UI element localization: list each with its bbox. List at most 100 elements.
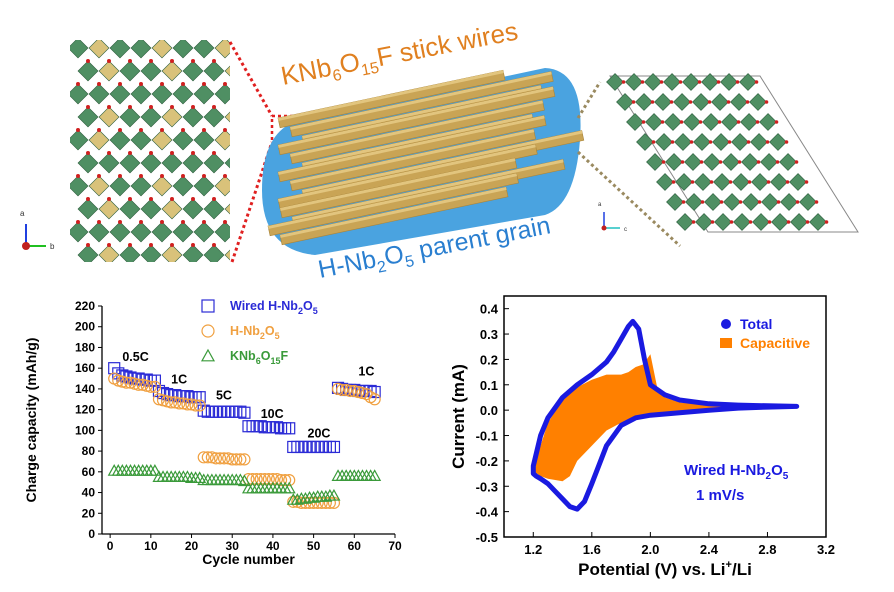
cv-chart-y-tick-label: -0.3 xyxy=(476,479,498,494)
oxygen-atom xyxy=(710,220,715,224)
oxygen-atom xyxy=(76,82,80,86)
oxygen-atom xyxy=(805,220,810,224)
oxygen-atom xyxy=(767,220,772,224)
data-point-circle xyxy=(173,397,186,410)
stick-wire xyxy=(277,115,547,183)
cv-chart-x-tick-label: 2.0 xyxy=(641,542,659,557)
oxygen-atom xyxy=(86,59,90,63)
data-point-circle xyxy=(226,453,239,466)
oxygen-atom xyxy=(729,220,734,224)
polyhedron xyxy=(70,221,89,243)
polyhedron xyxy=(109,129,131,151)
polyhedron xyxy=(140,106,162,128)
legend-label-capacitive: Capacitive xyxy=(740,335,810,351)
polyhedron xyxy=(151,40,173,59)
polyhedron xyxy=(664,113,682,131)
data-point-square xyxy=(266,421,280,434)
polyhedron xyxy=(780,193,798,211)
polyhedron xyxy=(730,93,748,111)
polyhedron xyxy=(130,83,152,105)
stick-wire xyxy=(277,143,538,210)
oxygen-atom xyxy=(149,105,153,109)
polyhedron xyxy=(161,60,183,82)
data-point-square xyxy=(327,440,341,454)
rate-chart-y-tick-label: 0 xyxy=(88,527,95,541)
data-point-circle xyxy=(197,451,210,464)
oxygen-atom xyxy=(640,80,645,84)
oxygen-atom xyxy=(738,200,743,204)
polyhedron xyxy=(88,40,110,59)
polyhedron xyxy=(119,244,141,262)
cv-chart-y-tick-label: 0.3 xyxy=(480,327,498,342)
data-point-circle xyxy=(230,453,243,466)
oxygen-atom xyxy=(233,105,237,109)
rate-capability-chart: 0 10 20 30 40 50 60 70 0 20 40 60 80 100 120 140 160 180 2… xyxy=(23,299,402,567)
oxygen-atom xyxy=(76,174,80,178)
oxygen-atom xyxy=(86,197,90,201)
polyhedron xyxy=(711,93,729,111)
data-point-circle xyxy=(250,472,263,486)
data-point-square xyxy=(205,405,218,418)
data-point-square xyxy=(258,421,271,434)
data-point-square xyxy=(323,440,336,454)
oxygen-atom xyxy=(181,128,185,132)
polyhedron xyxy=(224,65,230,77)
polyhedron xyxy=(224,203,230,215)
stick-wire xyxy=(279,186,509,246)
oxygen-atom xyxy=(659,80,664,84)
data-point-circle xyxy=(262,472,275,486)
polyhedron xyxy=(759,113,777,131)
polyhedron xyxy=(172,83,194,105)
oxygen-atom xyxy=(170,105,174,109)
polyhedron xyxy=(193,83,215,105)
oxygen-atom xyxy=(128,197,132,201)
data-point-circle xyxy=(368,393,381,406)
oxygen-atom xyxy=(97,128,101,132)
oxygen-atom xyxy=(212,105,216,109)
polyhedron xyxy=(182,60,204,82)
polyhedron xyxy=(88,129,110,151)
polyhedron xyxy=(193,221,215,243)
polyhedron xyxy=(130,175,152,197)
oxygen-atom xyxy=(756,160,761,164)
oxygen-atom xyxy=(170,243,174,247)
polyhedron xyxy=(666,193,684,211)
oxygen-atom xyxy=(784,140,789,144)
polyhedron xyxy=(655,133,673,151)
polyhedron xyxy=(645,113,663,131)
polyhedron xyxy=(151,83,173,105)
polyhedron xyxy=(151,129,173,151)
oxygen-atom xyxy=(223,82,227,86)
oxygen-atom xyxy=(212,151,216,155)
oxygen-atom xyxy=(97,174,101,178)
polyhedron xyxy=(130,221,152,243)
rate-chart-y-tick-label: 160 xyxy=(75,361,95,375)
data-point-square xyxy=(262,421,275,434)
oxygen-atom xyxy=(697,80,702,84)
data-point-triangle xyxy=(298,492,312,504)
oxygen-atom xyxy=(160,220,164,224)
oxygen-atom xyxy=(181,36,185,40)
oxygen-atom xyxy=(191,197,195,201)
cv-chart-y-axis-label: Current (mA) xyxy=(449,364,468,469)
oxygen-atom xyxy=(160,36,164,40)
polyhedron xyxy=(214,129,230,151)
oxygen-atom xyxy=(118,36,122,40)
oxygen-atom xyxy=(170,151,174,155)
polyhedron xyxy=(790,213,808,231)
oxygen-atom xyxy=(128,151,132,155)
oxygen-atom xyxy=(139,36,143,40)
cv-chart-y-tick-label: 0.4 xyxy=(480,302,499,317)
polyhedron xyxy=(70,40,89,59)
oxygen-atom xyxy=(181,220,185,224)
polyhedron xyxy=(714,213,732,231)
polyhedron xyxy=(109,175,131,197)
cv-chart-frame xyxy=(503,295,827,538)
oxygen-atom xyxy=(814,200,819,204)
oxygen-atom xyxy=(107,151,111,155)
oxygen-atom xyxy=(765,140,770,144)
data-point-circle xyxy=(234,453,247,466)
polyhedron xyxy=(673,93,691,111)
oxygen-atom xyxy=(735,80,740,84)
polyhedron xyxy=(224,111,230,123)
